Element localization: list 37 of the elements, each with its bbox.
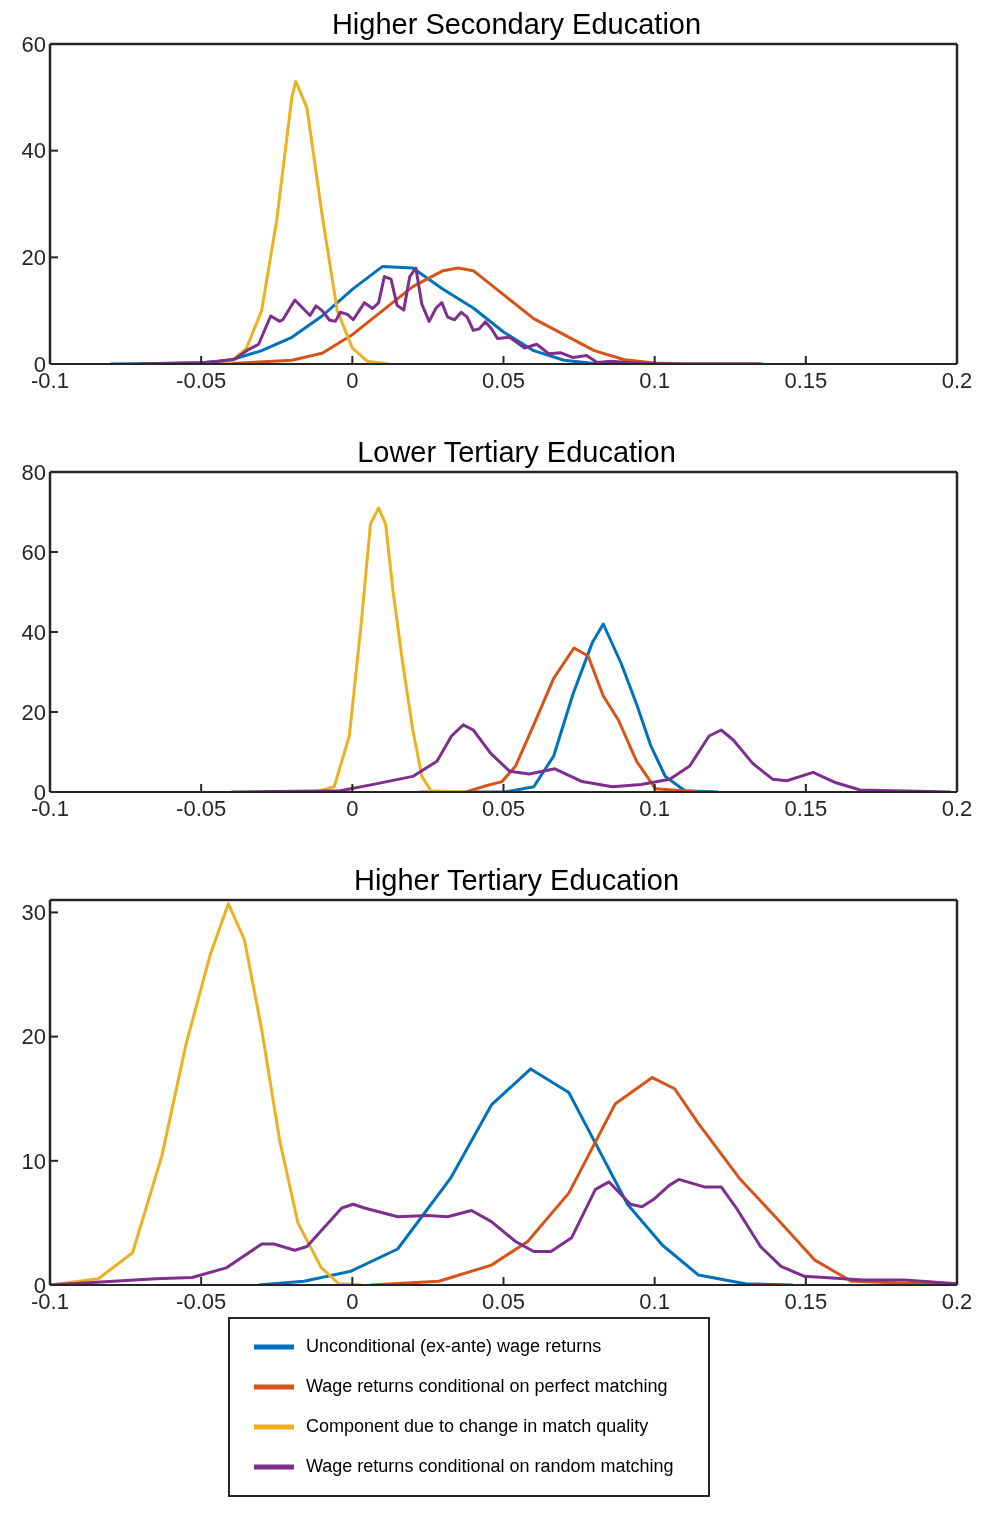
x-tick-label: 0.15 <box>784 1288 828 1314</box>
line-series <box>257 1067 795 1285</box>
y-tick-label: 10 <box>21 1148 46 1174</box>
x-tick-label: 0 <box>346 367 359 393</box>
x-tick-label: 0.1 <box>639 367 670 393</box>
x-tick-label: -0.05 <box>176 1288 227 1314</box>
x-tick-label: 0.15 <box>784 367 828 393</box>
x-tick-label: 0.05 <box>482 795 525 821</box>
x-tick-label: 0.1 <box>639 795 670 821</box>
x-tick-label: -0.05 <box>176 367 227 393</box>
y-tick-label: 40 <box>21 619 46 645</box>
y-tick-label: 20 <box>21 1024 46 1050</box>
y-tick-label: 40 <box>21 138 46 164</box>
y-tick-label: 60 <box>21 31 46 57</box>
x-tick-label: 0.05 <box>482 1288 525 1314</box>
chart-title: Lower Tertiary Education <box>356 436 677 469</box>
y-tick-label: 20 <box>21 245 46 271</box>
y-tick-label: 60 <box>21 539 46 565</box>
legend-label: Unconditional (ex-ante) wage returns <box>306 1335 602 1356</box>
y-tick-label: 80 <box>21 459 46 485</box>
legend-label: Wage returns conditional on random matching <box>306 1455 674 1476</box>
legend-label: Wage returns conditional on perfect matching <box>306 1375 668 1396</box>
x-tick-label: 0.2 <box>941 1288 973 1314</box>
x-tick-label: 0.1 <box>639 1288 670 1314</box>
chart-title: Higher Tertiary Education <box>352 864 681 897</box>
x-tick-label: 0 <box>346 1288 359 1314</box>
line-series <box>229 723 953 792</box>
x-tick-label: 0 <box>346 795 359 821</box>
x-tick-label: 0.2 <box>941 795 973 821</box>
legend-label: Component due to change in match quality <box>306 1415 649 1436</box>
y-tick-label: 20 <box>21 699 46 725</box>
y-tick-label: 30 <box>21 900 46 926</box>
x-tick-label: 0.15 <box>784 795 828 821</box>
x-tick-label: 0.2 <box>941 367 973 393</box>
chart-title: Higher Secondary Education <box>330 8 703 41</box>
x-tick-label: 0.05 <box>482 367 525 393</box>
x-tick-label: -0.05 <box>176 795 227 821</box>
